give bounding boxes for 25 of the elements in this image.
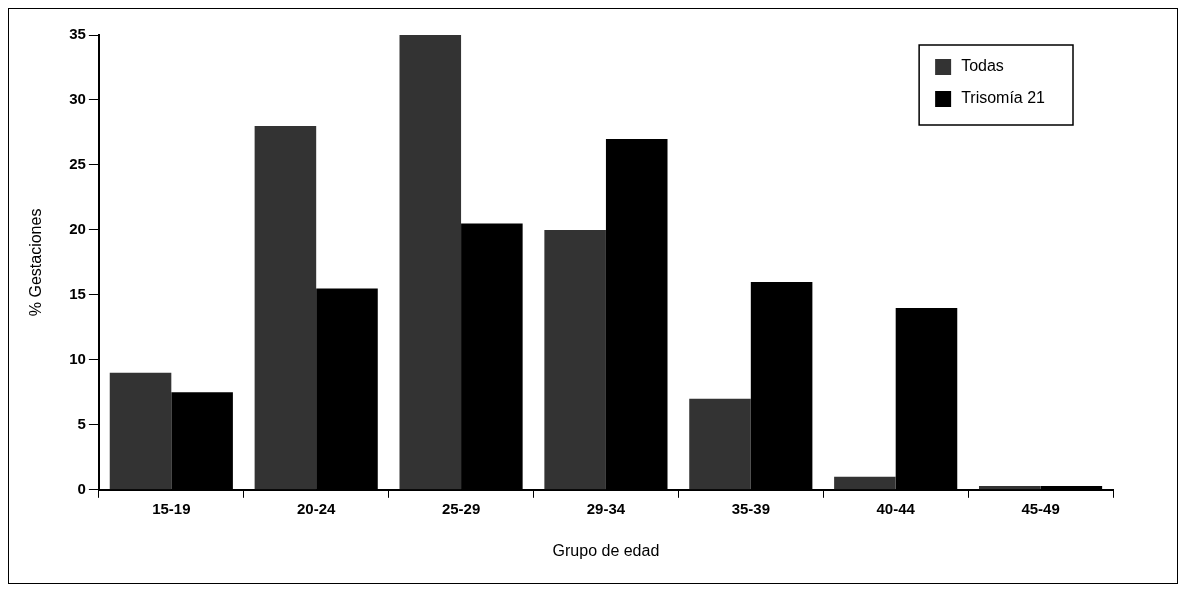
y-tick-label: 35 xyxy=(69,25,86,43)
x-tick-label: 45-49 xyxy=(1021,499,1060,517)
bar xyxy=(399,35,462,490)
x-axis-title: Grupo de edad xyxy=(552,541,660,559)
bar xyxy=(109,372,172,490)
x-tick-label: 15-19 xyxy=(152,499,191,517)
bar xyxy=(689,398,751,490)
y-tick-label: 25 xyxy=(69,155,86,173)
y-axis-title: % Gestaciones xyxy=(27,208,45,317)
bar xyxy=(254,125,317,490)
legend-label: Todas xyxy=(961,57,1004,75)
y-tick-label: 5 xyxy=(77,414,86,432)
y-tick-label: 30 xyxy=(69,90,86,108)
legend-label: Trisomía 21 xyxy=(961,89,1046,107)
y-tick-label: 0 xyxy=(77,479,86,497)
x-tick-label: 20-24 xyxy=(297,499,337,517)
x-tick-label: 29-34 xyxy=(586,499,626,517)
bar xyxy=(544,229,606,490)
y-tick-label: 20 xyxy=(69,220,86,238)
y-tick-label: 15 xyxy=(69,285,86,303)
x-tick-label: 40-44 xyxy=(876,499,916,517)
y-tick-label: 10 xyxy=(69,350,86,367)
bar xyxy=(834,476,896,490)
x-tick-label: 35-39 xyxy=(731,499,770,517)
x-tick-label: 25-29 xyxy=(441,499,481,517)
